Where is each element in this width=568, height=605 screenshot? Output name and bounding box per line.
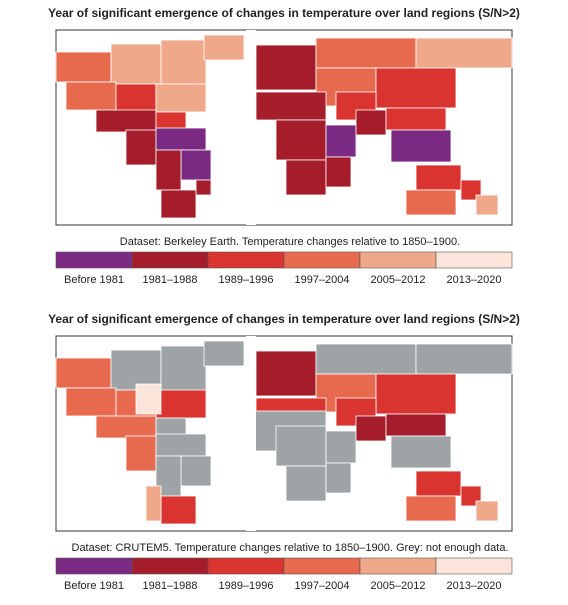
region (55, 51, 112, 83)
legend-swatch (359, 251, 437, 269)
legend-label: 2005–2012 (370, 580, 425, 592)
region (195, 179, 212, 196)
region (475, 500, 499, 522)
region (95, 109, 157, 133)
legend-label: Before 1981 (64, 274, 124, 286)
legend-label: 1997–2004 (294, 274, 349, 286)
region (135, 383, 162, 415)
region (415, 343, 513, 375)
region (390, 435, 452, 469)
region (405, 189, 457, 216)
legend-swatch (435, 557, 513, 575)
region (325, 124, 357, 158)
region (155, 417, 187, 437)
legend-label: 2013–2020 (446, 580, 501, 592)
region (375, 373, 457, 415)
region (160, 495, 197, 525)
legend-swatch (359, 557, 437, 575)
region (160, 345, 207, 392)
region (125, 129, 157, 166)
legend-label: 1981–1988 (142, 274, 197, 286)
legend-swatch (207, 557, 285, 575)
legend-swatch (131, 251, 209, 269)
region (315, 343, 417, 375)
region (155, 83, 207, 113)
region (325, 430, 357, 464)
region (355, 109, 387, 136)
region (180, 455, 212, 487)
legend-label: 2013–2020 (446, 274, 501, 286)
region (125, 435, 157, 472)
region (155, 433, 207, 457)
legend-swatch (131, 557, 209, 575)
region (155, 111, 187, 131)
region (65, 81, 117, 111)
legend-swatch (283, 251, 361, 269)
region (203, 34, 245, 61)
region (390, 129, 452, 163)
region (275, 119, 327, 161)
map (55, 335, 513, 532)
region (145, 485, 162, 522)
region (255, 350, 317, 397)
legend-label: 2005–2012 (370, 274, 425, 286)
ocean-gap (246, 336, 256, 531)
region (315, 37, 417, 69)
legend-label: 1981–1988 (142, 580, 197, 592)
region (55, 357, 112, 389)
region (275, 425, 327, 467)
legend-label: 1997–2004 (294, 580, 349, 592)
region (415, 37, 513, 69)
caption: Dataset: CRUTEM5. Temperature changes re… (72, 542, 509, 554)
region (180, 149, 212, 181)
legend-swatch (207, 251, 285, 269)
region (203, 340, 245, 367)
region (255, 44, 317, 91)
region (155, 127, 207, 151)
region (415, 470, 462, 497)
region (475, 194, 499, 216)
panel-title: Year of significant emergence of changes… (48, 6, 520, 20)
ocean-gap (246, 30, 256, 225)
region (65, 387, 117, 417)
region (325, 156, 352, 188)
caption: Dataset: Berkeley Earth. Temperature cha… (120, 236, 460, 248)
legend-swatch (55, 251, 133, 269)
legend-swatch (435, 251, 513, 269)
legend-label: 1989–1996 (218, 580, 273, 592)
region (255, 91, 327, 121)
region (405, 495, 457, 522)
region (325, 462, 352, 494)
legend-swatch (283, 557, 361, 575)
region (385, 413, 447, 437)
legend-swatch (55, 557, 133, 575)
region (155, 389, 207, 419)
map (55, 29, 513, 226)
region (155, 149, 182, 191)
region (385, 107, 447, 131)
region (285, 465, 327, 502)
region (160, 189, 197, 219)
panel-title: Year of significant emergence of changes… (48, 312, 520, 326)
region (415, 164, 462, 191)
region (285, 159, 327, 196)
legend-label: Before 1981 (64, 580, 124, 592)
region (95, 415, 157, 439)
region (375, 67, 457, 109)
region (160, 39, 207, 86)
legend-label: 1989–1996 (218, 274, 273, 286)
region (115, 83, 157, 113)
region (110, 43, 162, 85)
region (355, 415, 387, 442)
